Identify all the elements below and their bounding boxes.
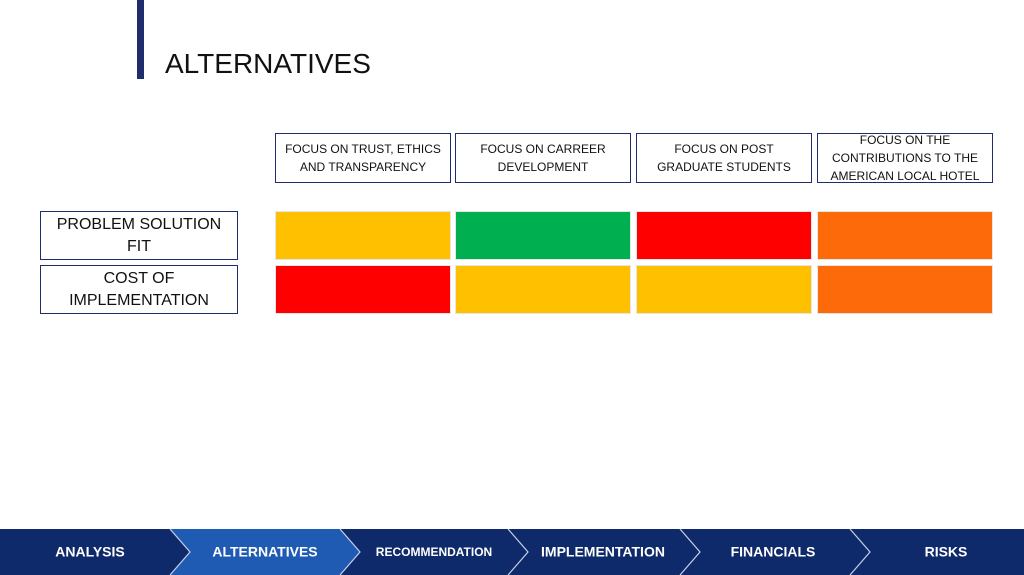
nav-active <box>170 529 360 575</box>
nav-item[interactable]: RISKS <box>925 544 968 560</box>
slide-title: ALTERNATIVES <box>165 48 371 79</box>
rating-cell <box>817 211 993 260</box>
row-header: PROBLEM SOLUTION FIT <box>40 211 238 260</box>
nav-background <box>0 529 1024 575</box>
nav-item[interactable]: FINANCIALS <box>731 544 816 560</box>
nav-separators <box>169 529 871 575</box>
nav-bar: ANALYSIS ALTERNATIVES RECOMMENDATION IMPLEM… <box>0 529 1024 575</box>
rating-cell <box>817 265 993 314</box>
nav-item[interactable]: ANALYSIS <box>55 544 125 560</box>
nav-item[interactable]: ALTERNATIVES <box>212 544 317 560</box>
accent-bar <box>137 0 144 79</box>
column-header: FOCUS ON POST GRADUATE STUDENTS <box>636 133 812 183</box>
nav-item[interactable]: RECOMMENDATION <box>376 545 492 559</box>
column-header: FOCUS ON CARREER DEVELOPMENT <box>455 133 631 183</box>
rating-cell <box>636 211 812 260</box>
rating-cell <box>455 265 631 314</box>
row-header: COST OF IMPLEMENTATION <box>40 265 238 314</box>
column-header: FOCUS ON THE CONTRIBUTIONS TO THE AMERIC… <box>817 133 993 183</box>
nav-item[interactable]: IMPLEMENTATION <box>541 544 665 560</box>
column-header: FOCUS ON TRUST, ETHICS AND TRANSPARENCY <box>275 133 451 183</box>
rating-cell <box>455 211 631 260</box>
rating-cell <box>636 265 812 314</box>
rating-cell <box>275 265 451 314</box>
rating-cell <box>275 211 451 260</box>
